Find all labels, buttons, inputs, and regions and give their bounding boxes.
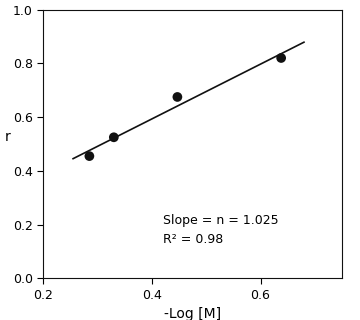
Y-axis label: r: r (4, 130, 10, 144)
Text: Slope = n = 1.025
R² = 0.98: Slope = n = 1.025 R² = 0.98 (163, 214, 278, 246)
Point (86, 154, 92, 159)
Point (175, 94, 180, 100)
Point (278, 55, 284, 60)
Point (111, 135, 117, 140)
X-axis label: -Log [M]: -Log [M] (164, 308, 221, 320)
